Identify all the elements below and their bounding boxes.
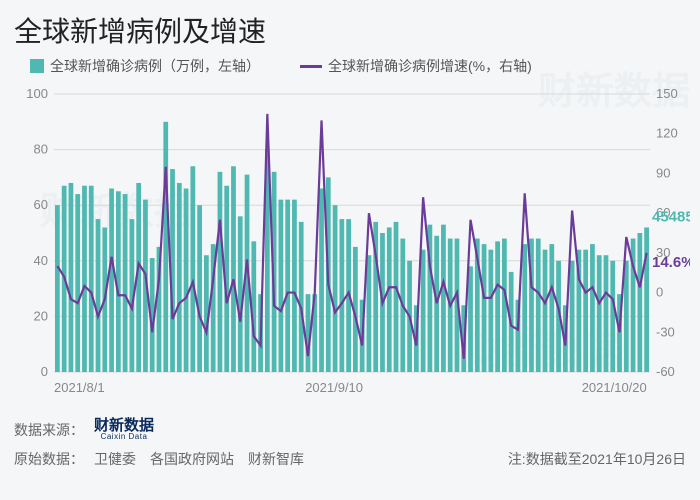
svg-text:120: 120 [656,126,678,141]
footer: 数据来源： 财新数据 Caixin Data 原始数据： 卫健委各国政府网站财新… [0,404,700,473]
legend-bar-label: 全球新增确诊病例（万例，左轴） [50,56,260,76]
svg-text:14.6%: 14.6% [652,254,690,271]
svg-text:-30: -30 [656,324,675,339]
raw-source-item: 卫健委 [94,449,136,469]
svg-text:80: 80 [34,142,48,157]
chart-area: 020406080100-60-3003060901201502021/8/12… [10,84,690,404]
raw-source-item: 财新智库 [248,449,304,469]
svg-text:2021/10/20: 2021/10/20 [582,380,647,395]
footer-source-row: 数据来源： 财新数据 Caixin Data [14,414,686,445]
svg-text:-60: -60 [656,364,675,379]
footer-note: 注:数据截至2021年10月26日 [508,449,686,469]
svg-text:40: 40 [34,253,48,268]
legend-line-swatch [300,65,322,68]
legend: 全球新增确诊病例（万例，左轴） 全球新增确诊病例增速(%，右轴) [0,56,700,84]
legend-bar-item: 全球新增确诊病例（万例，左轴） [30,56,260,76]
svg-text:60: 60 [34,197,48,212]
logo-main: 财新数据 [94,418,154,433]
svg-text:90: 90 [656,165,670,180]
legend-line-item: 全球新增确诊病例增速(%，右轴) [300,56,532,76]
svg-text:2021/8/1: 2021/8/1 [54,380,105,395]
chart-svg: 020406080100-60-3003060901201502021/8/12… [10,84,690,404]
legend-line-label: 全球新增确诊病例增速(%，右轴) [328,56,532,76]
svg-text:20: 20 [34,308,48,323]
chart-title: 全球新增病例及增速 [0,0,700,56]
svg-text:454850: 454850 [652,208,690,225]
svg-text:2021/9/10: 2021/9/10 [305,380,363,395]
caixin-logo: 财新数据 Caixin Data [94,418,154,441]
raw-source-list: 卫健委各国政府网站财新智库 [94,449,304,469]
raw-label: 原始数据： [14,449,84,469]
footer-raw-row: 原始数据： 卫健委各国政府网站财新智库 注:数据截至2021年10月26日 [14,445,686,473]
svg-text:0: 0 [41,364,48,379]
svg-text:0: 0 [656,285,663,300]
svg-text:150: 150 [656,86,678,101]
raw-source-item: 各国政府网站 [150,449,234,469]
legend-bar-swatch [30,59,44,73]
svg-text:100: 100 [26,86,48,101]
source-label: 数据来源： [14,420,84,440]
logo-sub: Caixin Data [101,433,148,441]
